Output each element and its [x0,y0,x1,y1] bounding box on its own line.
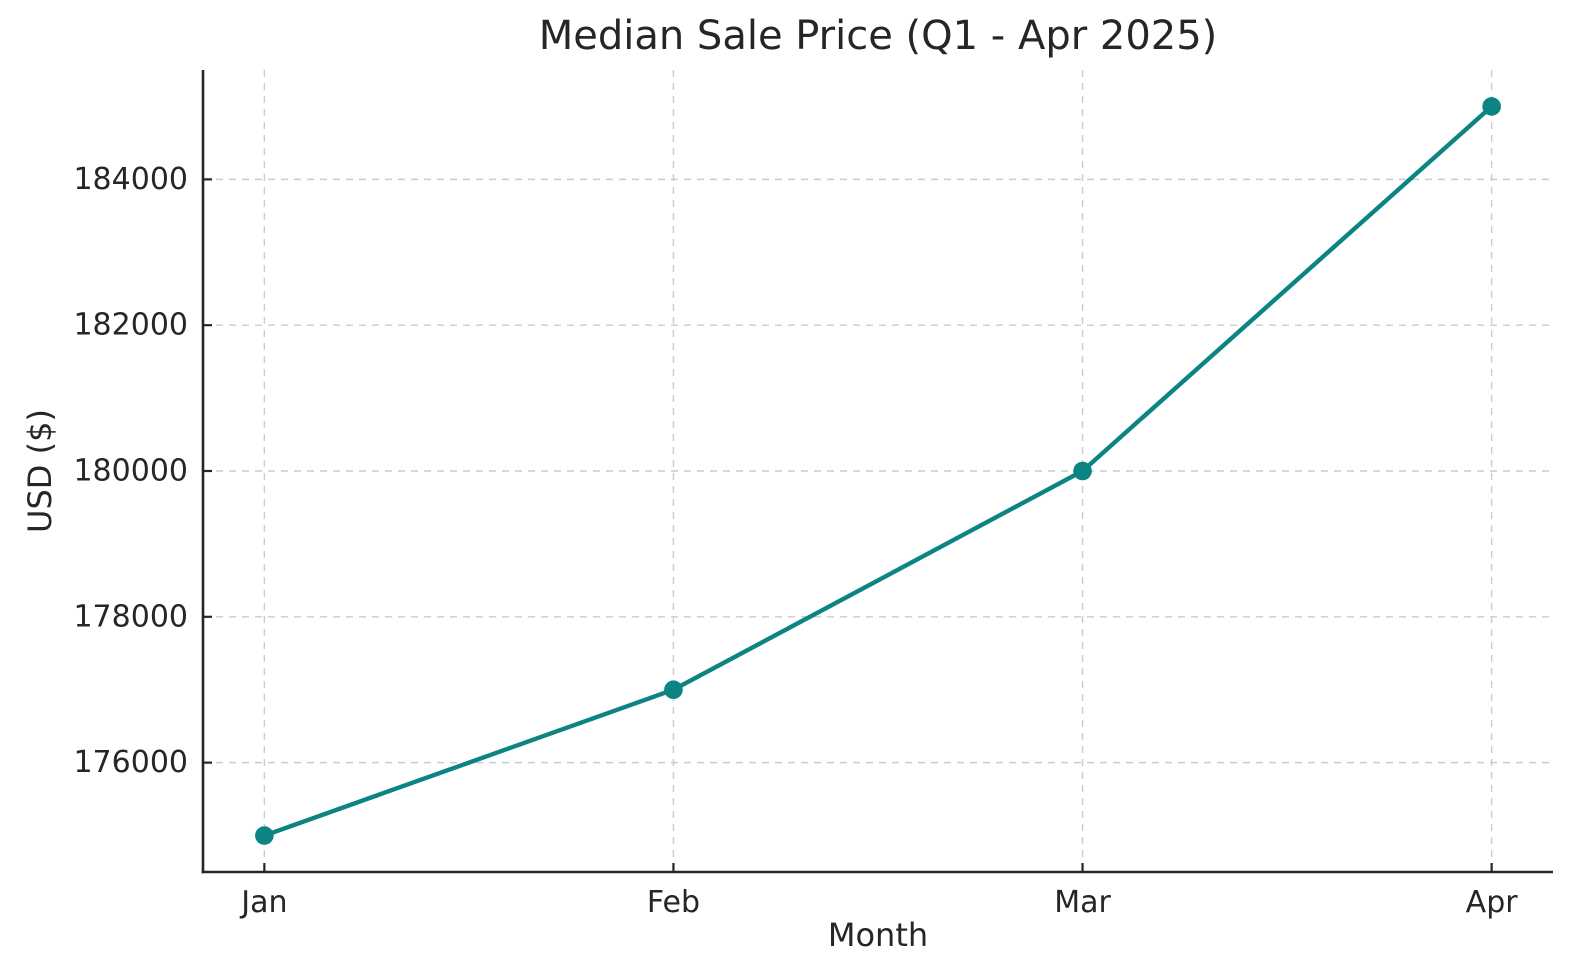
data-point-marker [664,680,683,700]
series-line [262,104,1494,838]
data-point-marker [255,826,274,845]
y-tick-label: 184000 [73,162,188,197]
y-tick-label: 182000 [73,308,188,343]
x-tick-label: Jan [239,885,287,920]
tick-labels: 176000 178000 180000 182000 184000 Jan Feb Mar A… [73,162,1518,920]
data-point-marker [1073,461,1092,481]
y-axis-label: USD ($) [21,409,59,533]
data-point-marker [1482,97,1501,116]
x-tick-label: Feb [647,885,700,920]
gridlines [203,70,1553,872]
x-axis-label: Month [827,916,929,954]
ticks [203,178,1493,872]
x-tick-label: Mar [1054,885,1111,920]
x-tick-label: Apr [1466,885,1519,920]
y-tick-label: 176000 [73,745,188,780]
y-tick-label: 178000 [73,599,188,634]
y-tick-label: 180000 [73,454,188,489]
chart-title: Median Sale Price (Q1 - Apr 2025) [538,13,1218,59]
